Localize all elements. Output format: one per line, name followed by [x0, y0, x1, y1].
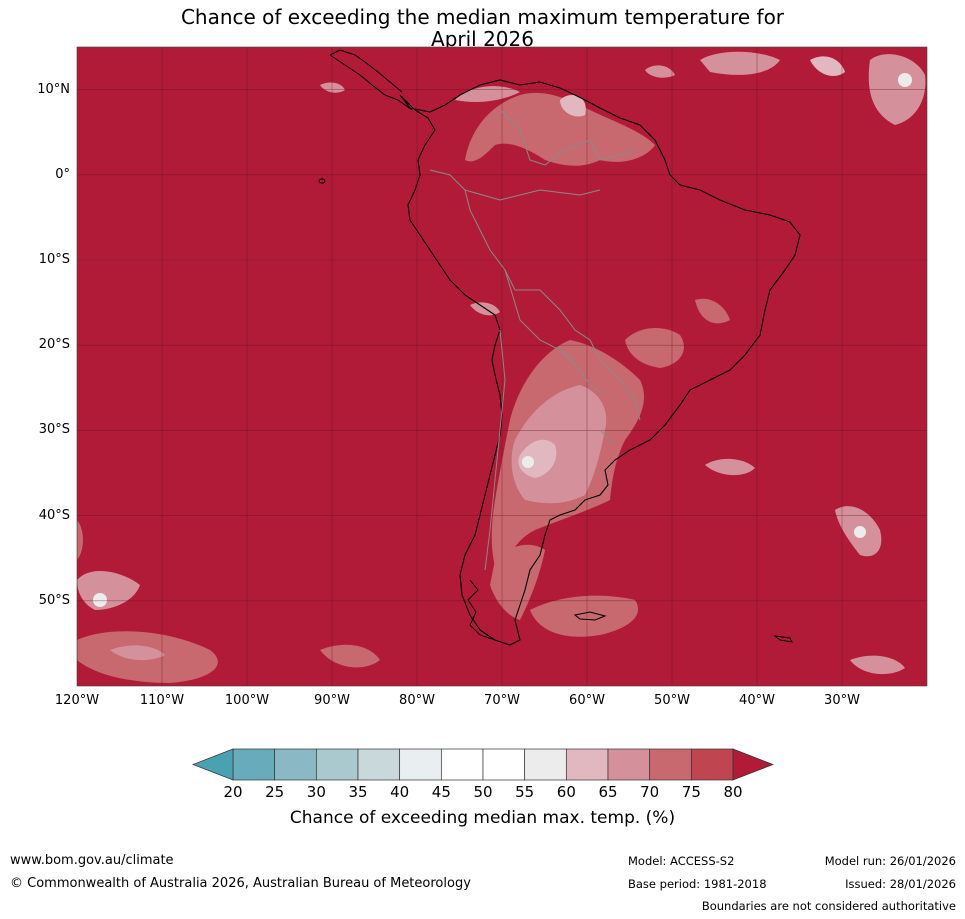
forecast-map	[76, 46, 928, 687]
colorbar-tick-label: 50	[473, 783, 493, 801]
contour-patch-caribbean-w	[645, 65, 675, 78]
latitude-label: 40°S	[38, 507, 70, 523]
colorbar-high-extension	[732, 748, 774, 781]
longitude-label: 30°W	[824, 693, 860, 708]
graticule	[77, 47, 927, 686]
contour-patch-pacific-sw	[77, 570, 140, 610]
model-run-date: Model run: 26/01/2026	[824, 854, 956, 868]
contour-patch-south-atlantic	[530, 595, 639, 637]
contour-patch-patagonia	[490, 544, 545, 620]
contour-patch-north-inner	[455, 86, 520, 103]
contour-patches	[77, 51, 926, 683]
colorbar-tick-label: 40	[390, 783, 410, 801]
contour-patch-brazil-2	[695, 298, 730, 324]
latitude-label: 20°S	[38, 337, 70, 353]
longitude-label: 120°W	[54, 693, 100, 708]
contour-patch-pacific-north	[320, 82, 345, 93]
contour-patch-white-core	[522, 456, 534, 468]
website-link[interactable]: www.bom.gov.au/climate	[10, 853, 174, 868]
contour-patch-pacific-s-inner	[110, 645, 165, 661]
colorbar-tick-label: 65	[598, 783, 618, 801]
longitude-label: 40°W	[739, 693, 775, 708]
latitude-label: 10°S	[38, 252, 70, 267]
south-america-coastline	[399, 79, 801, 646]
colorbar-segment	[607, 748, 651, 781]
islands	[318, 178, 793, 643]
contour-patch-pacific-w	[77, 520, 83, 560]
colorbar-segment	[440, 748, 484, 781]
longitude-label: 60°W	[569, 693, 605, 708]
colorbar-tick-label: 45	[431, 783, 451, 801]
contour-patch-north	[465, 92, 655, 166]
colorbar-segment	[524, 748, 567, 781]
colorbar-segment	[399, 748, 442, 781]
copyright-notice: © Commonwealth of Australia 2026, Austra…	[10, 876, 471, 891]
latitude-label: 30°S	[38, 422, 70, 438]
colorbar-tick-label: 60	[556, 783, 576, 801]
contour-patch-brazil	[625, 328, 684, 368]
contour-patch-venezuela	[560, 95, 586, 117]
colorbar-segment	[649, 748, 692, 781]
colorbar-segment	[357, 748, 401, 781]
colorbar-tick-label: 35	[348, 783, 368, 801]
model-name: Model: ACCESS-S2	[628, 854, 735, 868]
colorbar-tick-label: 30	[306, 783, 326, 801]
colorbar-segment	[315, 748, 359, 781]
country-borders	[429, 109, 641, 571]
colorbar-segment	[232, 748, 276, 781]
colorbar-segment	[482, 748, 526, 781]
colorbar-segment	[274, 748, 317, 781]
base-period: Base period: 1981-2018	[628, 877, 767, 891]
colorbar-tick-label: 25	[265, 783, 285, 801]
longitude-label: 70°W	[484, 693, 520, 708]
contour-patch-pacific-e	[320, 644, 380, 668]
issued-date: Issued: 28/01/2026	[845, 877, 956, 891]
colorbar-segment	[690, 748, 734, 781]
longitude-label: 80°W	[399, 693, 435, 708]
latitude-label: 10°N	[37, 81, 70, 97]
latitude-label: 50°S	[38, 592, 70, 608]
contour-patch-atlantic-far-s	[850, 655, 905, 675]
longitude-label: 50°W	[654, 693, 690, 708]
longitude-label: 90°W	[314, 693, 350, 708]
colorbar-segment	[565, 748, 609, 781]
longitude-label: 100°W	[224, 693, 270, 708]
longitude-label: 110°W	[139, 693, 185, 708]
contour-patch-atlantic-ne-2	[810, 56, 845, 76]
colorbar-label: Chance of exceeding median max. temp. (%…	[289, 808, 676, 828]
colorbar-tick-label: 55	[515, 783, 535, 801]
contour-patch-argentina-core	[518, 439, 557, 478]
contour-patch-atlantic-ne	[700, 51, 780, 75]
map-title-line1: Chance of exceeding the median maximum t…	[180, 5, 785, 29]
colorbar-tick-label: 75	[681, 783, 701, 801]
contour-patch-pacific-sw-core	[93, 593, 107, 607]
colorbar-low-extension	[192, 748, 234, 781]
map-title-line2: April 2026	[431, 27, 534, 51]
colorbar-tick-label: 70	[640, 783, 660, 801]
colorbar-tick-label: 80	[723, 783, 743, 801]
disclaimer: Boundaries are not considered authoritat…	[701, 899, 956, 913]
contour-patch-atlantic-e-core	[898, 73, 912, 87]
contour-patch-atlantic-se-core	[854, 526, 866, 538]
central-america-coastline	[329, 49, 413, 111]
latitude-label: 0°	[55, 166, 70, 182]
contour-patch-atlantic-mid	[705, 458, 755, 476]
colorbar-tick-label: 20	[223, 783, 243, 801]
